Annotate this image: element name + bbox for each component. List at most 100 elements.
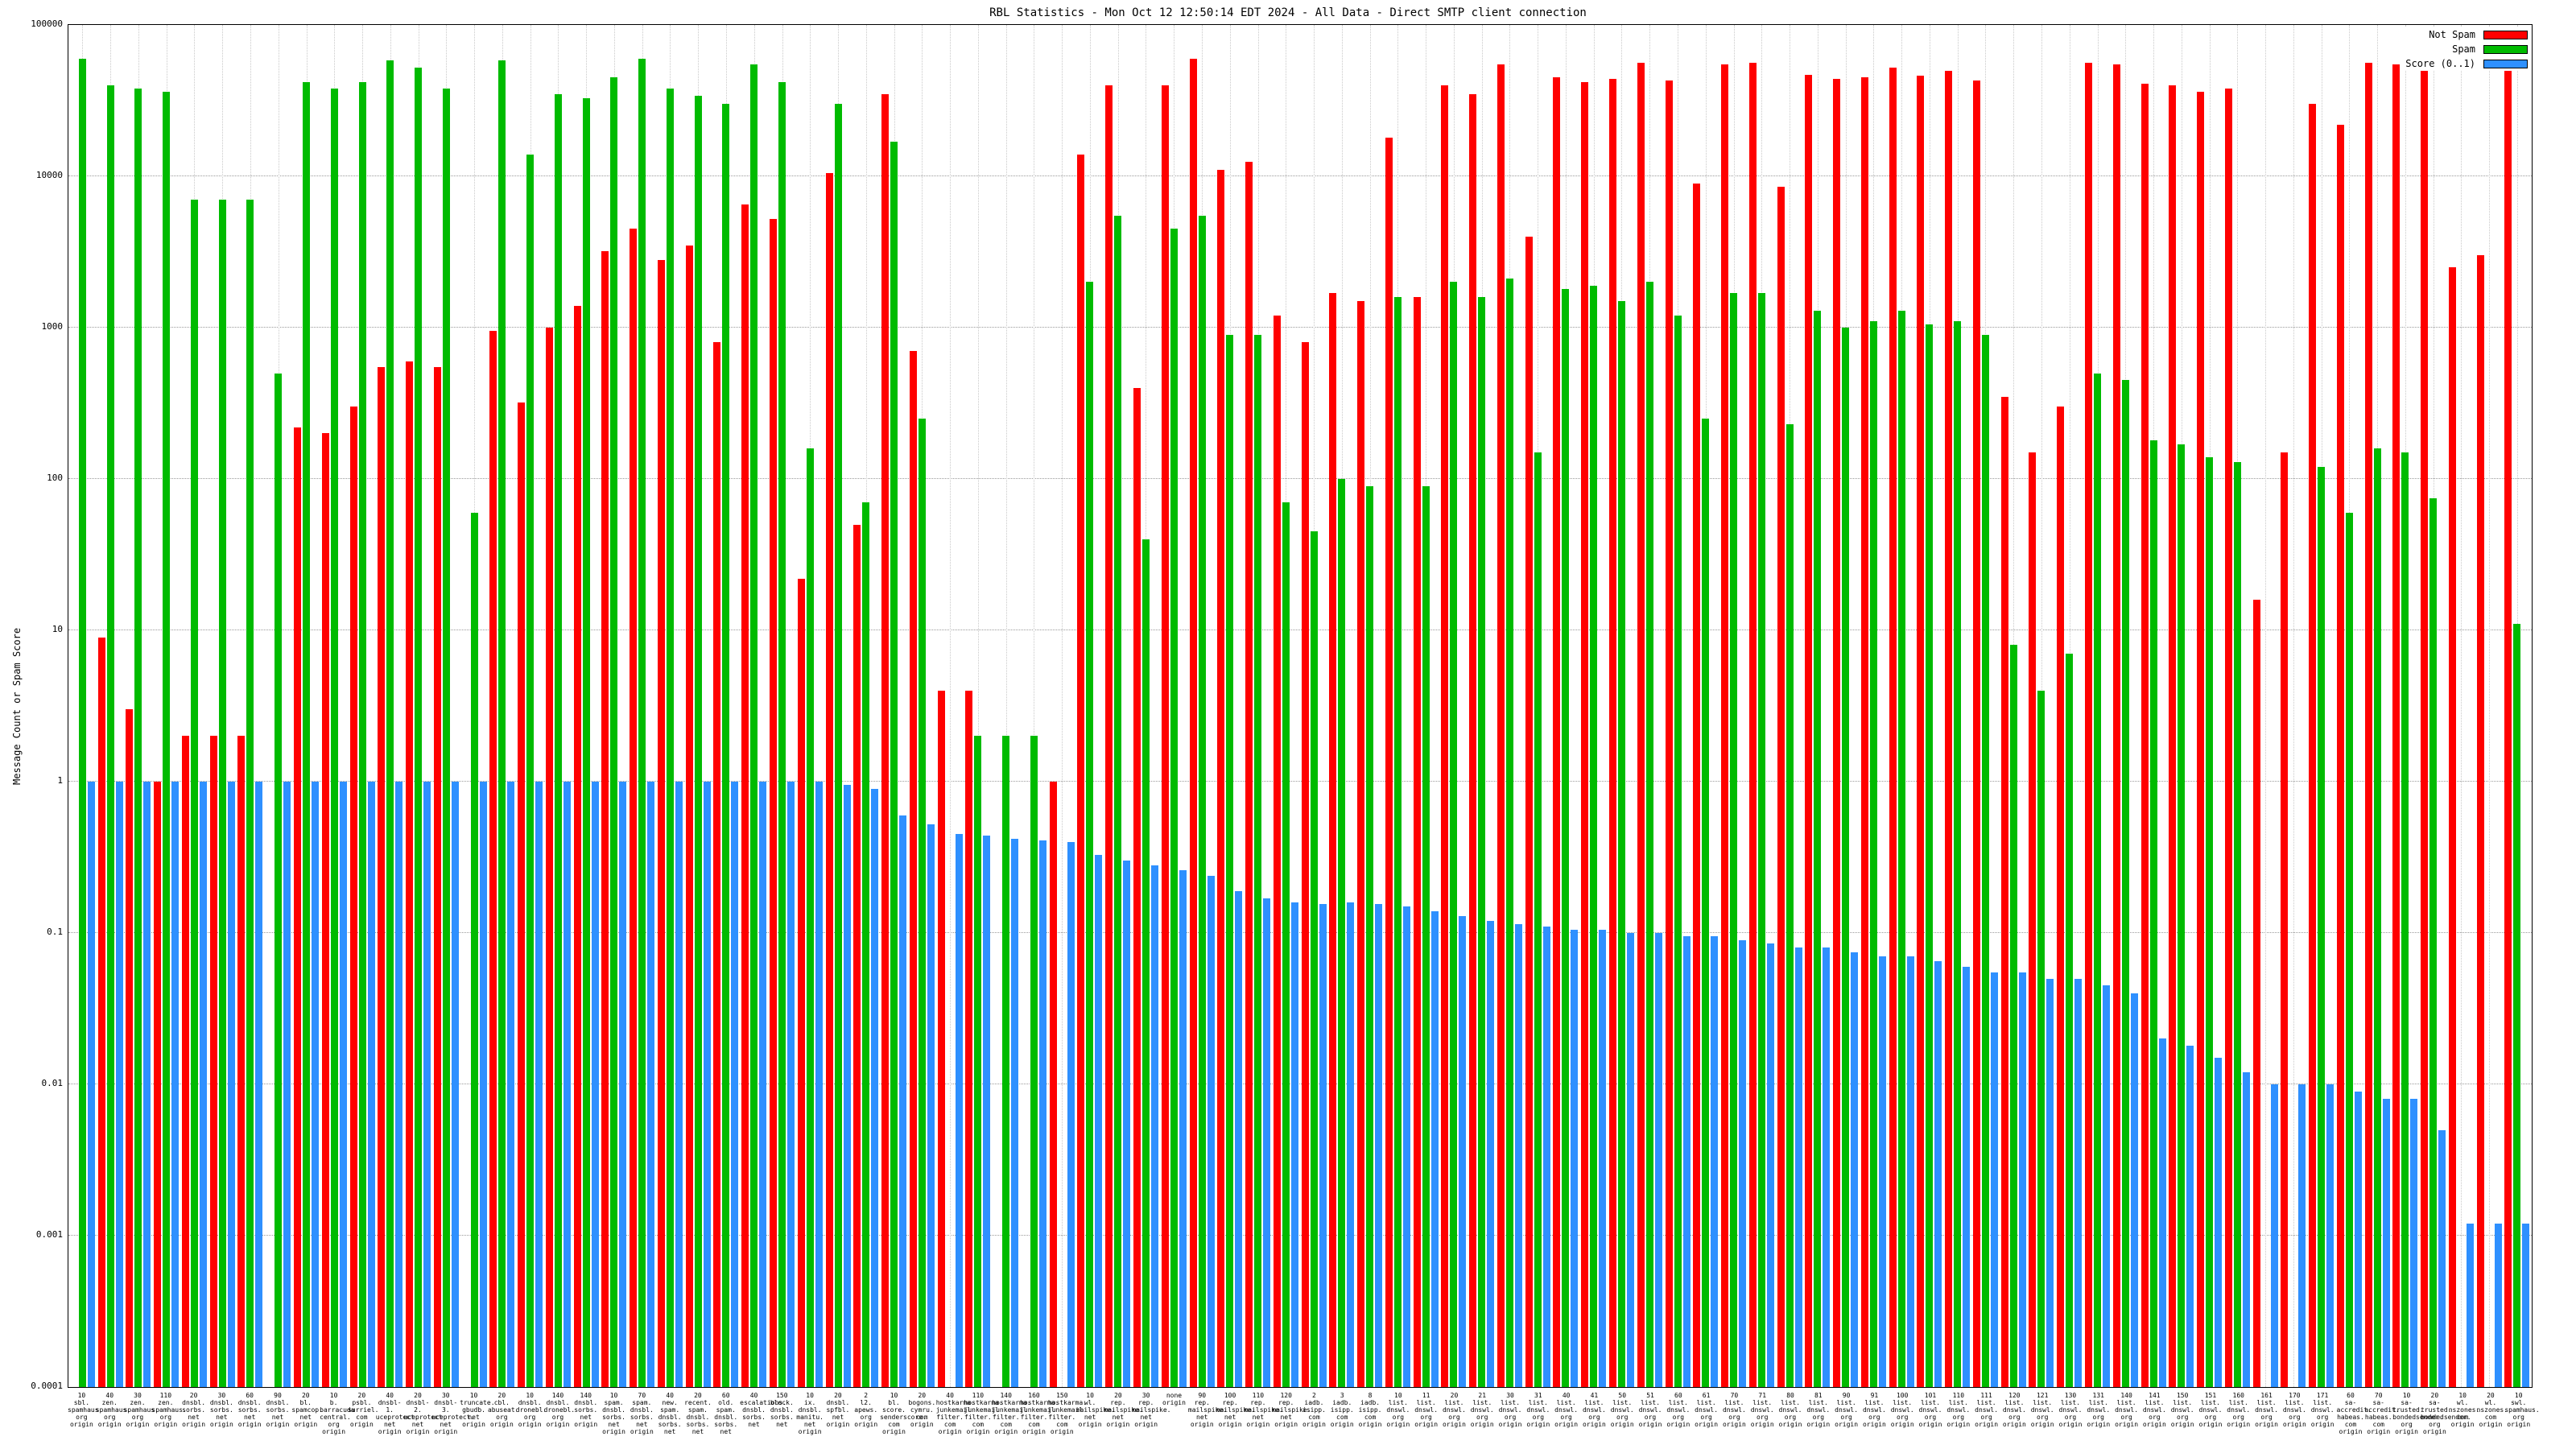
bar-not-spam [657,259,665,1387]
bar-spam [2149,440,2157,1387]
bar-group [1244,25,1272,1387]
bar-not-spam [1637,63,1645,1387]
bar-spam [1869,321,1877,1387]
bar-not-spam [1693,183,1701,1387]
bar-score [1542,927,1550,1387]
x-tick-label: 10 b. barracuda central. org origin [320,1392,355,1435]
bar-spam [190,200,198,1387]
bar-score [927,824,935,1387]
x-tick-label: 140 hostkarma. junkemail filter. com ori… [992,1392,1031,1435]
x-tick-label: 30 dnsbl-3. uceprotect. net origin [431,1392,475,1435]
bar-group [2140,25,2168,1387]
x-tick-label: 171 list. dnswl. org origin [2310,1392,2334,1428]
x-tick-label: 150 hostkarma. junkemail filter. com ori… [1047,1392,1088,1435]
bar-not-spam [1105,85,1113,1387]
x-tick-label: 160 list. dnswl. org origin [2227,1392,2251,1428]
bar-not-spam [713,342,721,1387]
bar-spam [2401,452,2409,1387]
bar-score [1906,956,1914,1387]
bar-score [2242,1072,2250,1387]
bar-spam [1422,485,1430,1387]
bar-group [2167,25,2195,1387]
x-tick-label: 20 psbl. surriel. com origin [347,1392,379,1428]
bar-not-spam [1049,782,1057,1387]
bar-group [1943,25,1971,1387]
bar-not-spam [1777,187,1785,1387]
x-tick-label: 30 rep. mailspike. net origin [1132,1392,1171,1428]
bar-not-spam [181,736,189,1387]
bar-group [376,25,404,1387]
x-axis-labels: 10 sbl. spamhaus. org origin 40 zen. spam… [68,1392,2540,1435]
x-tick-label: 70 sa-accredit. habeas. com origin [2364,1392,2400,1435]
x-tick-label: 60 dnsbl. sorbs. net origin [237,1392,262,1428]
bar-group [292,25,320,1387]
bar-score [1487,921,1495,1387]
x-tick-label: 20 sa-trusted. bondedsender. org origin [2420,1392,2471,1435]
bar-score [2298,1084,2306,1387]
bar-spam [498,60,506,1387]
y-gridline [68,1235,2532,1236]
bar-spam [2037,690,2046,1387]
bar-group [1719,25,1748,1387]
bar-not-spam [1748,63,1757,1387]
x-tick-label: 80 list. dnswl. org origin [1778,1392,1802,1428]
x-tick-label: 151 list. dnswl. org origin [2198,1392,2223,1428]
y-tick-label: 100 [47,473,63,483]
x-tick-label: 10 ix. dnsbl. manitu. net origin [796,1392,824,1435]
bar-group [1803,25,1831,1387]
bar-spam [1842,328,1850,1387]
bar-spam [1534,452,1542,1387]
y-tick-label: 0.0001 [31,1381,63,1391]
x-tick-label: 30 list. dnswl. org origin [1498,1392,1522,1428]
bar-group [2504,25,2532,1387]
bar-group [320,25,349,1387]
x-tick-label: 11 list. dnswl. org origin [1414,1392,1439,1428]
bar-group [2307,25,2335,1387]
bar-group [2363,25,2392,1387]
bar-not-spam [518,402,526,1387]
x-tick-label: 10 list. dnswl. org origin [1386,1392,1410,1428]
x-tick-label: 100 list. dnswl. org origin [1890,1392,1914,1428]
y-tick-label: 0.001 [35,1229,63,1240]
bar-not-spam [965,690,973,1387]
bar-not-spam [1833,79,1841,1387]
bar-group [964,25,993,1387]
bar-not-spam [1413,296,1421,1387]
bar-score [423,782,431,1387]
bar-spam [78,58,86,1387]
bar-not-spam [2336,124,2344,1387]
bar-not-spam [1329,292,1337,1387]
bar-spam [582,97,590,1387]
bar-not-spam [770,219,778,1387]
x-tick-label: 71 list. dnswl. org origin [1750,1392,1774,1428]
x-tick-label: 40 list. dnswl. org origin [1554,1392,1579,1428]
bar-group [2475,25,2504,1387]
x-tick-label: 111 list. dnswl. org origin [1975,1392,1999,1428]
bar-not-spam [573,305,581,1387]
bar-group [1132,25,1160,1387]
bar-not-spam [1189,58,1197,1387]
bar-group [2055,25,2083,1387]
bar-not-spam [2392,64,2401,1387]
bar-score [1347,902,1355,1387]
bar-spam [1366,485,1374,1387]
bar-spam [470,512,478,1387]
bar-not-spam [1469,93,1477,1387]
bar-score [1599,930,1607,1387]
bar-not-spam [321,433,329,1387]
bar-group [237,25,265,1387]
bar-group [152,25,180,1387]
bar-group [1636,25,1664,1387]
bar-not-spam [741,204,749,1387]
bar-not-spam [2224,89,2232,1387]
y-gridline [68,327,2532,328]
bar-score [1963,966,1971,1387]
x-tick-label: 60 old. spam. dnsbl. sorbs. net [714,1392,738,1435]
bar-group [2447,25,2475,1387]
bar-score [1934,961,1942,1387]
y-tick-label: 10000 [35,170,63,180]
bar-score [395,782,403,1387]
x-tick-label: 21 list. dnswl. org origin [1470,1392,1494,1428]
y-tick-label: 1000 [41,321,64,332]
bar-spam [2094,373,2101,1387]
